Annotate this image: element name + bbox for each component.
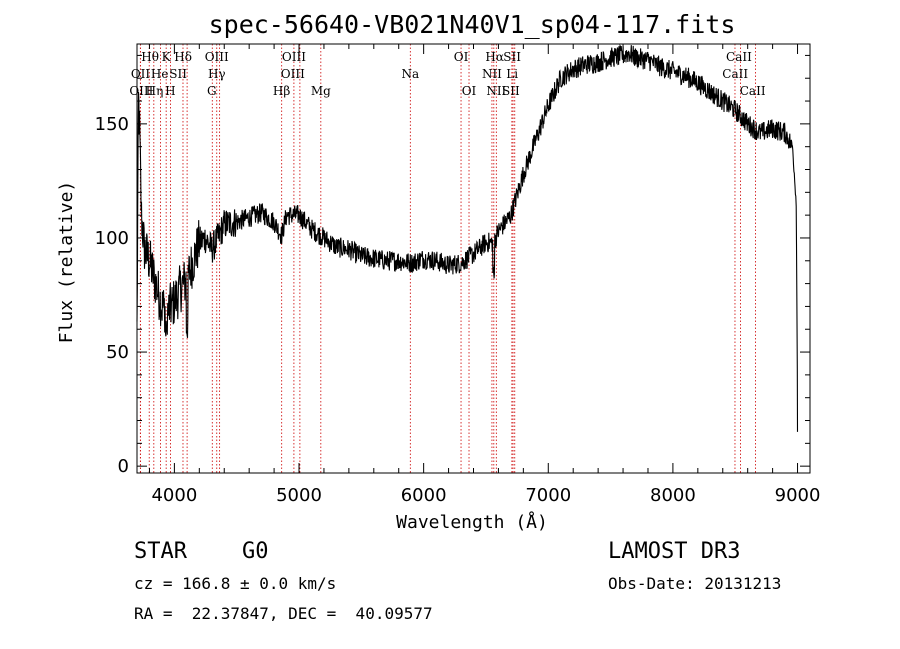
spectral-line-label: Hγ bbox=[208, 67, 226, 81]
spectral-line-label: Mg bbox=[311, 84, 331, 98]
x-tick-label: 4000 bbox=[151, 485, 197, 506]
spectral-line-label: OIII bbox=[281, 67, 305, 81]
spectral-line-label: Hα bbox=[485, 50, 504, 64]
spectral-line-label: H bbox=[165, 84, 175, 98]
spectral-line-label: CaII bbox=[740, 84, 766, 98]
spectral-line-label: K bbox=[162, 50, 172, 64]
spectral-line-label: Hη bbox=[146, 84, 164, 98]
spectrum-line bbox=[136, 43, 799, 432]
spectral-line-label: Hβ bbox=[273, 84, 290, 98]
object-subclass: G0 bbox=[242, 539, 269, 564]
observation-date: Obs-Date: 20131213 bbox=[608, 574, 782, 593]
spectral-line-label: NII bbox=[486, 84, 506, 98]
spectral-line-label: NII bbox=[482, 67, 502, 81]
ra-dec-coordinates: RA = 22.37847, DEC = 40.09577 bbox=[134, 604, 433, 623]
spectral-line-label: OII bbox=[131, 67, 151, 81]
spectral-line-label: G bbox=[207, 84, 217, 98]
spectral-line-label: Hδ bbox=[174, 50, 192, 64]
x-tick-label: 5000 bbox=[276, 485, 322, 506]
survey-name: LAMOST DR3 bbox=[608, 539, 741, 564]
spectral-line-markers bbox=[139, 44, 756, 473]
spectrum-chart: spec-56640-VB021N40V1_sp04-117.fits Hθ OI… bbox=[56, 10, 821, 533]
x-tick-label: 8000 bbox=[650, 485, 696, 506]
y-tick-label: 50 bbox=[106, 342, 129, 363]
plot-axes: 4000 5000 6000 7000 8000 9000 0 50 100 150 bbox=[95, 43, 821, 506]
x-tick-label: 9000 bbox=[775, 485, 821, 506]
spectral-line-label: SII bbox=[502, 84, 520, 98]
spectral-line-label: Hθ bbox=[141, 50, 159, 64]
spectral-line-label: OIII bbox=[129, 84, 153, 98]
x-tick-label: 6000 bbox=[401, 485, 447, 506]
spectral-line-label: CaII bbox=[722, 67, 748, 81]
y-tick-label: 150 bbox=[95, 114, 129, 135]
y-axis-label: Flux (relative) bbox=[56, 181, 77, 344]
x-axis-label: Wavelength (Å) bbox=[396, 511, 548, 533]
spectral-line-label: He bbox=[151, 67, 169, 81]
y-tick-label: 0 bbox=[118, 456, 129, 477]
y-tick-label: 100 bbox=[95, 228, 129, 249]
spectral-line-label: Na bbox=[401, 67, 419, 81]
redshift-velocity: cz = 166.8 ± 0.0 km/s bbox=[134, 574, 337, 593]
spectral-line-label: OI bbox=[462, 84, 477, 98]
spectral-line-label: OIII bbox=[282, 50, 306, 64]
spectral-line-label: OIII bbox=[205, 50, 229, 64]
chart-title: spec-56640-VB021N40V1_sp04-117.fits bbox=[209, 10, 736, 39]
x-tick-label: 7000 bbox=[525, 485, 571, 506]
spectral-line-label: SII bbox=[503, 50, 521, 64]
spectral-line-label: OI bbox=[454, 50, 469, 64]
spectral-line-label: SII bbox=[169, 67, 187, 81]
spectral-line-label: Li bbox=[506, 67, 518, 81]
spectral-line-label: CaII bbox=[726, 50, 752, 64]
object-class: STAR bbox=[134, 539, 187, 564]
